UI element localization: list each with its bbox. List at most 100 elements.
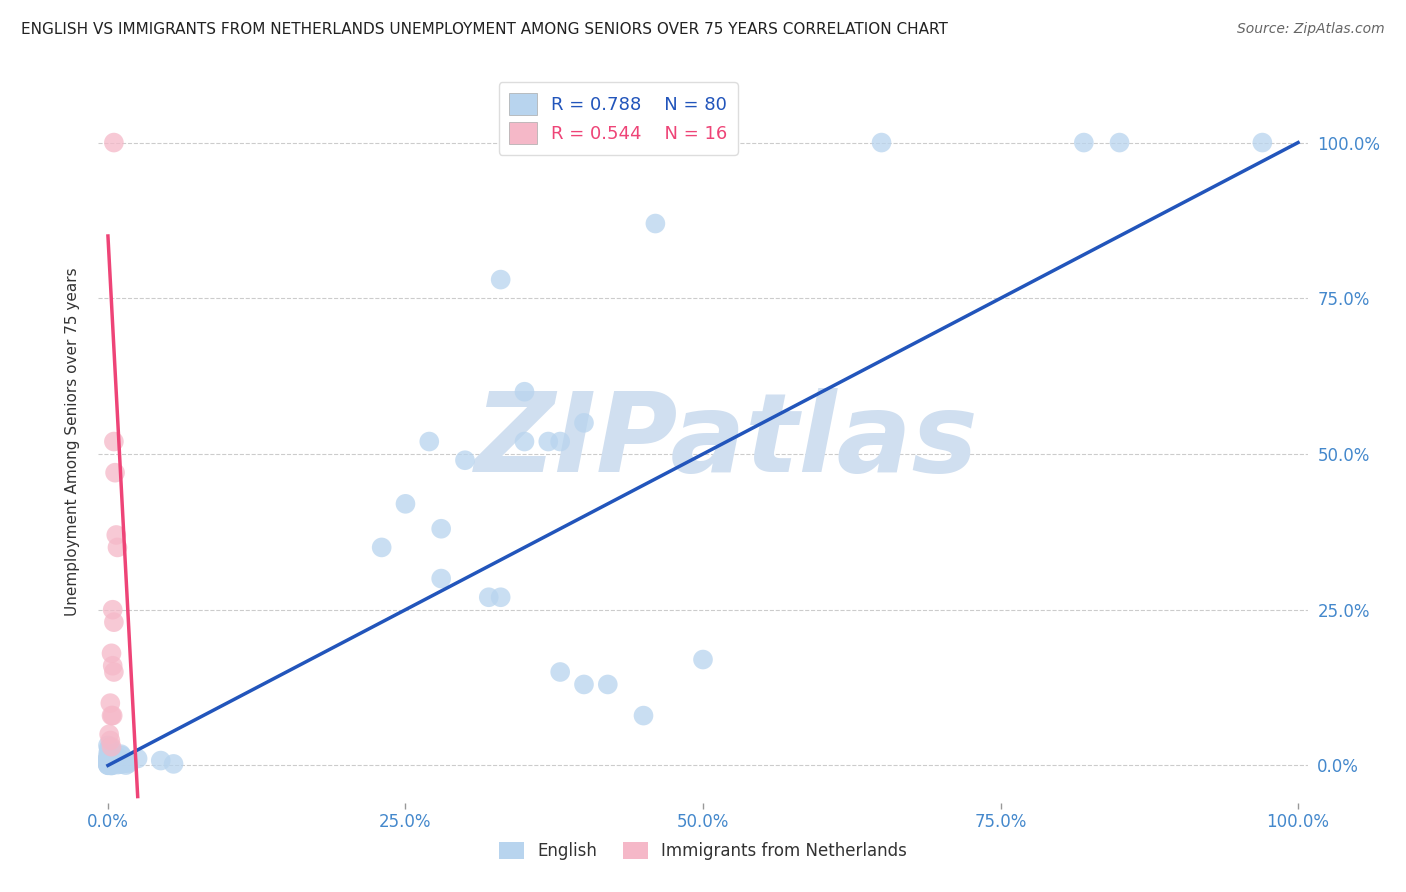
Point xyxy=(370,541,392,555)
Point xyxy=(98,739,121,754)
Point xyxy=(98,755,121,769)
Point xyxy=(644,217,666,231)
Point xyxy=(103,750,125,764)
Point xyxy=(97,754,120,768)
Point xyxy=(101,603,124,617)
Point xyxy=(870,136,893,150)
Point xyxy=(97,749,120,764)
Point xyxy=(107,757,129,772)
Point xyxy=(101,756,124,771)
Point xyxy=(418,434,440,449)
Point xyxy=(100,739,122,754)
Text: ZIPatlas: ZIPatlas xyxy=(475,388,979,495)
Point xyxy=(108,757,131,772)
Y-axis label: Unemployment Among Seniors over 75 years: Unemployment Among Seniors over 75 years xyxy=(65,268,80,615)
Point xyxy=(101,758,124,772)
Point xyxy=(1108,136,1130,150)
Text: Source: ZipAtlas.com: Source: ZipAtlas.com xyxy=(1237,22,1385,37)
Point xyxy=(97,746,120,760)
Point xyxy=(572,416,595,430)
Point xyxy=(100,757,122,772)
Point xyxy=(489,272,512,286)
Point xyxy=(98,749,121,764)
Point xyxy=(97,752,120,766)
Point xyxy=(111,756,134,771)
Point xyxy=(98,756,121,771)
Point xyxy=(97,739,120,753)
Point xyxy=(111,748,134,763)
Point xyxy=(478,591,501,605)
Point xyxy=(596,677,619,691)
Point xyxy=(98,753,121,767)
Point xyxy=(98,758,121,772)
Point xyxy=(105,528,128,542)
Point xyxy=(100,758,122,772)
Point xyxy=(101,755,124,769)
Point xyxy=(104,466,127,480)
Point xyxy=(561,136,583,150)
Point xyxy=(110,747,132,761)
Point xyxy=(97,756,120,770)
Point xyxy=(537,434,560,449)
Point xyxy=(162,756,184,771)
Point xyxy=(98,758,121,772)
Point xyxy=(114,758,136,772)
Point xyxy=(97,741,120,756)
Point xyxy=(98,727,121,741)
Point xyxy=(115,756,138,770)
Point xyxy=(572,677,595,691)
Point xyxy=(548,434,571,449)
Point xyxy=(127,751,149,765)
Point xyxy=(489,591,512,605)
Point xyxy=(100,708,122,723)
Point xyxy=(105,752,128,766)
Point xyxy=(107,750,129,764)
Point xyxy=(1251,136,1274,150)
Point xyxy=(107,541,129,555)
Point xyxy=(103,434,125,449)
Point xyxy=(98,752,121,766)
Point xyxy=(97,757,120,772)
Point xyxy=(100,740,122,755)
Point xyxy=(430,572,453,586)
Point xyxy=(103,136,125,150)
Point xyxy=(103,756,125,770)
Point xyxy=(97,758,120,772)
Point xyxy=(633,708,655,723)
Legend: English, Immigrants from Netherlands: English, Immigrants from Netherlands xyxy=(492,835,914,867)
Point xyxy=(98,754,121,768)
Point xyxy=(115,755,138,769)
Point xyxy=(103,615,125,630)
Point xyxy=(97,752,120,766)
Point xyxy=(97,756,120,771)
Point xyxy=(100,646,122,660)
Point xyxy=(101,708,124,723)
Point xyxy=(97,751,120,765)
Point xyxy=(692,652,714,666)
Point xyxy=(98,696,121,710)
Point xyxy=(97,758,120,772)
Point xyxy=(101,658,124,673)
Point xyxy=(97,752,120,766)
Point xyxy=(97,753,120,767)
Text: ENGLISH VS IMMIGRANTS FROM NETHERLANDS UNEMPLOYMENT AMONG SENIORS OVER 75 YEARS : ENGLISH VS IMMIGRANTS FROM NETHERLANDS U… xyxy=(21,22,948,37)
Point xyxy=(585,136,607,150)
Point xyxy=(430,522,453,536)
Point xyxy=(98,755,121,769)
Point xyxy=(548,665,571,679)
Point xyxy=(97,757,120,772)
Point xyxy=(103,665,125,679)
Point xyxy=(97,756,120,770)
Point xyxy=(98,733,121,747)
Point xyxy=(513,434,536,449)
Point xyxy=(149,754,172,768)
Point xyxy=(97,756,120,770)
Point xyxy=(1073,136,1095,150)
Point xyxy=(97,751,120,765)
Point xyxy=(394,497,416,511)
Point xyxy=(97,751,120,765)
Point xyxy=(100,749,122,764)
Point xyxy=(513,384,536,399)
Point xyxy=(572,136,595,150)
Point xyxy=(117,756,139,771)
